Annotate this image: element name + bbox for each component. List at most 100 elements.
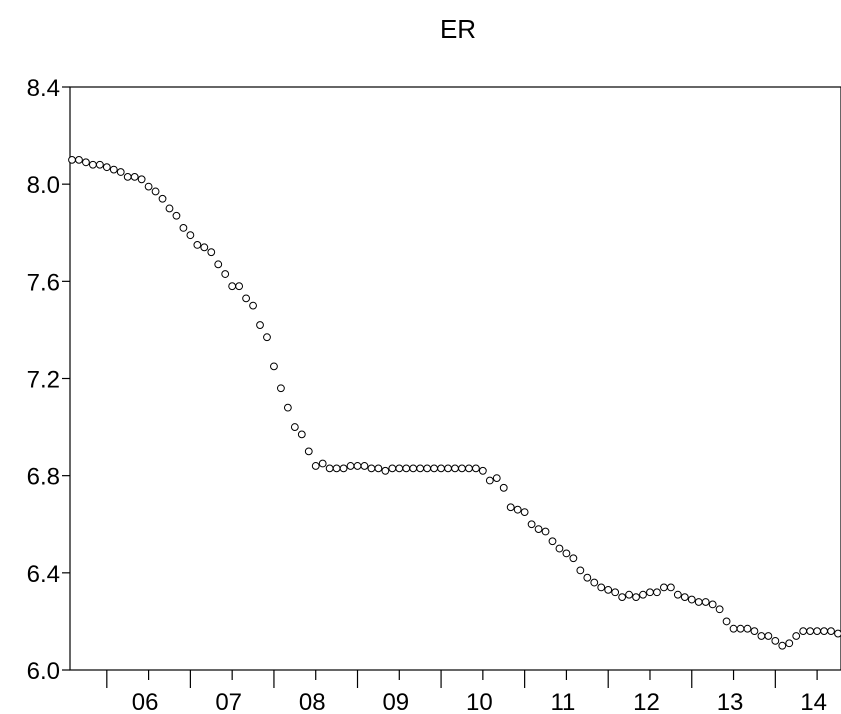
data-point xyxy=(687,595,696,604)
data-point xyxy=(172,211,181,220)
data-point xyxy=(618,593,627,602)
data-point xyxy=(785,639,794,648)
x-tick-label: 10 xyxy=(466,689,493,714)
x-tick-label: 12 xyxy=(633,689,660,714)
data-point xyxy=(179,223,188,232)
data-point xyxy=(256,321,264,329)
y-tick-label: 7.6 xyxy=(27,269,60,296)
data-point xyxy=(806,627,815,636)
data-point xyxy=(583,573,592,582)
data-point xyxy=(743,624,752,633)
data-point xyxy=(304,447,313,456)
data-point xyxy=(409,464,418,473)
x-axis: 06 07 08 09 10 11 12 13 14 xyxy=(106,670,827,714)
data-point xyxy=(430,464,439,473)
x-tick-label: 09 xyxy=(382,689,409,714)
data-point xyxy=(478,466,487,475)
data-point xyxy=(165,204,174,213)
data-point xyxy=(708,600,717,609)
x-tick-label: 11 xyxy=(550,689,575,714)
data-point xyxy=(701,598,710,606)
data-point xyxy=(736,624,745,633)
data-point xyxy=(221,270,230,278)
data-points xyxy=(68,155,841,650)
data-point xyxy=(360,462,369,470)
data-point xyxy=(367,464,376,473)
data-point xyxy=(715,605,724,614)
data-point xyxy=(423,464,432,473)
data-point xyxy=(827,627,835,636)
data-point xyxy=(451,464,459,473)
data-point xyxy=(311,462,320,470)
data-point xyxy=(458,464,466,473)
data-point xyxy=(402,464,411,473)
data-point xyxy=(200,243,209,252)
data-point xyxy=(820,627,828,636)
x-tick-label: 13 xyxy=(717,689,744,714)
y-tick-label: 7.2 xyxy=(27,367,60,394)
data-point xyxy=(109,165,118,174)
y-tick-label: 6.8 xyxy=(27,464,60,491)
data-point xyxy=(694,598,703,606)
data-point xyxy=(778,641,787,650)
data-point xyxy=(660,583,668,592)
data-point xyxy=(673,590,682,599)
data-point xyxy=(214,260,223,269)
data-point xyxy=(604,585,613,594)
data-point xyxy=(771,636,780,645)
data-point xyxy=(102,163,111,172)
data-point xyxy=(666,583,675,592)
data-point xyxy=(471,464,480,473)
data-point xyxy=(88,160,97,169)
data-point xyxy=(722,617,731,626)
x-tick-label: 08 xyxy=(299,689,326,714)
data-point xyxy=(555,544,564,553)
data-point xyxy=(611,588,620,597)
data-point xyxy=(576,566,585,575)
data-point xyxy=(297,430,306,439)
data-point xyxy=(395,464,404,473)
data-point xyxy=(520,508,529,517)
data-point xyxy=(729,624,738,633)
data-point xyxy=(492,474,501,482)
y-tick-label: 6.4 xyxy=(27,561,60,588)
x-tick-label: 06 xyxy=(132,689,159,714)
data-point xyxy=(95,160,104,169)
data-point xyxy=(639,590,647,599)
data-point xyxy=(116,168,125,176)
data-point xyxy=(834,629,841,638)
data-point xyxy=(158,194,167,203)
data-point xyxy=(207,248,216,257)
data-point xyxy=(277,384,285,393)
data-point xyxy=(193,240,202,249)
data-point xyxy=(527,520,536,529)
y-tick-label: 6.0 xyxy=(27,658,60,685)
data-point xyxy=(764,632,773,640)
data-point xyxy=(653,588,661,597)
data-point xyxy=(757,632,766,640)
data-point xyxy=(144,182,153,191)
data-point xyxy=(283,403,292,412)
data-point xyxy=(263,333,271,342)
x-tick-label: 14 xyxy=(800,689,827,714)
data-point xyxy=(680,593,689,602)
data-point xyxy=(186,231,195,240)
data-point xyxy=(541,527,550,536)
data-point xyxy=(597,583,606,592)
data-point xyxy=(388,464,397,473)
data-point xyxy=(346,462,355,470)
data-point xyxy=(75,155,83,164)
data-point xyxy=(151,187,160,196)
data-point xyxy=(569,554,578,563)
data-point xyxy=(437,464,445,473)
data-point xyxy=(646,588,654,597)
data-point xyxy=(416,464,425,473)
data-point xyxy=(444,464,452,473)
data-point xyxy=(799,627,808,636)
data-point xyxy=(339,464,348,473)
plot-frame xyxy=(69,86,841,671)
data-point xyxy=(465,464,473,473)
data-point xyxy=(792,632,801,640)
data-point xyxy=(513,505,522,514)
